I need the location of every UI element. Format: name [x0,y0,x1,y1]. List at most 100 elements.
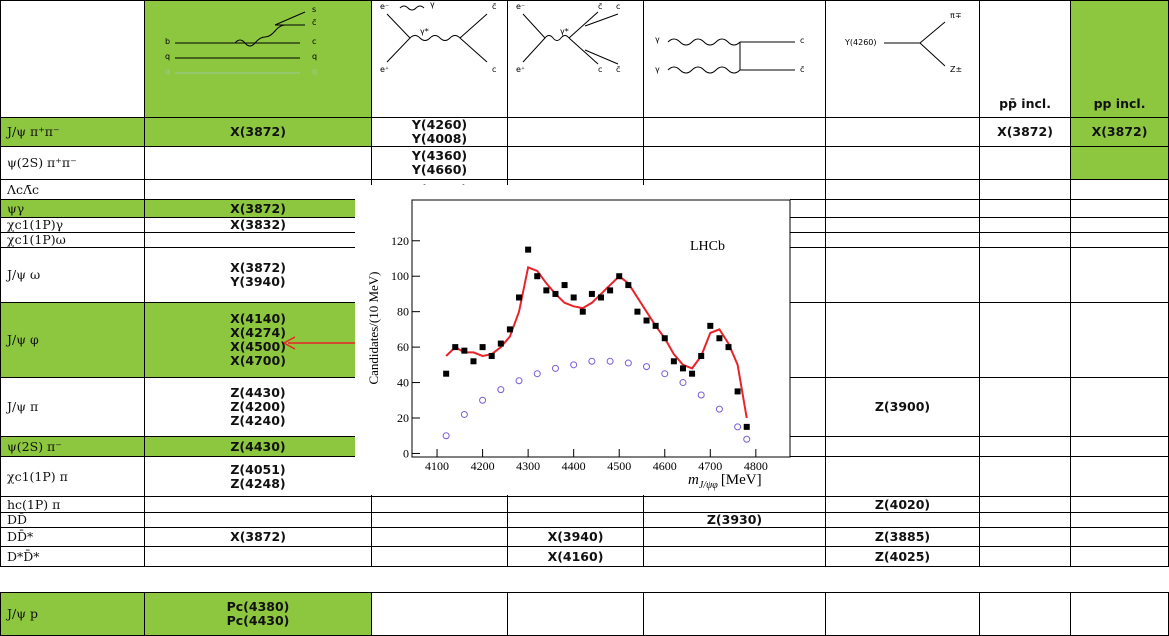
row-label-text: J/ψ p [7,607,38,621]
header-cell: pp̄ incl. [980,0,1071,118]
table-cell [1071,457,1169,497]
table-cell [508,303,644,378]
table-cell [644,147,826,180]
table-cell [826,457,980,497]
row-label: J/ψ φ [0,303,145,378]
state: Z(3930) [707,513,762,527]
table-cell [644,118,826,147]
table-cell: Z(3930) [644,513,826,528]
table-cell [1071,497,1169,513]
table-cell [372,457,508,497]
state: Z(4248) [230,477,285,491]
table-cell [644,218,826,233]
table-cell [1071,592,1169,636]
table-cell: X(3872)Y(3940) [145,248,372,303]
table-cell: Pc(4380)Pc(4430) [145,592,372,636]
state: Y(4660) [412,163,467,177]
table-cell [372,592,508,636]
table-cell [372,378,508,437]
row-label: ψ(2S) π⁺π⁻ [0,147,145,180]
table-cell [372,303,508,378]
table-cell [980,513,1071,528]
table-cell [1071,378,1169,437]
table-cell [372,200,508,218]
table-cell [508,513,644,528]
table-cell [980,218,1071,233]
table-cell [644,592,826,636]
table-cell [1071,147,1169,180]
table-cell [508,180,644,200]
table-cell [826,437,980,457]
table-cell [508,497,644,513]
table-cell [508,437,644,457]
table-cell: Z(4025) [826,547,980,567]
table-cell [980,147,1071,180]
row-label: ψγ [0,200,145,218]
state: Pc(4430) [227,614,290,628]
table-cell [508,378,644,437]
table-cell [980,592,1071,636]
table-cell [980,233,1071,248]
table-cell [508,200,644,218]
header-cell [372,0,508,118]
row-label: χc1(1P)ω [0,233,145,248]
header-cell [145,0,372,118]
table-cell [372,248,508,303]
slide: pp̄ incl.pp incl.J/ψ π⁺π⁻X(3872)Y(4260)Y… [0,0,1169,636]
row-label-text: DD̄ [7,513,27,527]
state: Z(4051) [230,463,285,477]
table-cell [508,592,644,636]
table-cell: Y(4360)Y(4660) [372,147,508,180]
row-label: J/ψ p [0,592,145,636]
table-cell [508,457,644,497]
row-label-text: χc1(1P)γ [7,218,63,232]
table-cell [826,147,980,180]
state: Z(4200) [230,400,285,414]
state: Z(4025) [875,550,930,564]
table-cell [372,497,508,513]
table-cell: Y(4630) [372,180,508,200]
table-cell: X(4140)X(4274)X(4500)X(4700) [145,303,372,378]
table-cell [508,218,644,233]
table-cell [826,180,980,200]
table-cell: Y(4260)Y(4008) [372,118,508,147]
table-cell [372,218,508,233]
state: Z(4430) [230,440,285,454]
header-cell [826,0,980,118]
table-cell [145,513,372,528]
row-label: J/ψ π [0,378,145,437]
table-cell [980,437,1071,457]
table-cell [826,218,980,233]
table-cell: Z(3900) [826,378,980,437]
state: X(3872) [230,261,286,275]
row-label: J/ψ π⁺π⁻ [0,118,145,147]
table-cell: Z(4430)Z(4200)Z(4240) [145,378,372,437]
table-cell [826,513,980,528]
table-cell: X(3872) [1071,118,1169,147]
state: Y(3940) [230,275,285,289]
column-header: pp̄ incl. [999,97,1051,111]
state: X(3872) [230,530,286,544]
table-cell [372,233,508,248]
row-label: χc1(1P) π [0,457,145,497]
state: Y(4630) [412,183,467,197]
state: X(3872) [997,125,1053,139]
state: Pc(4380) [227,600,290,614]
state: Z(4240) [230,414,285,428]
table-cell [1071,180,1169,200]
row-label: DD̄ [0,513,145,528]
table-cell [508,118,644,147]
table-cell [644,528,826,547]
state: X(3872) [230,202,286,216]
table-cell: Z(4430) [145,437,372,457]
table-cell: X(3940) [508,528,644,547]
table-cell: Z(4051)Z(4248) [145,457,372,497]
table-cell [508,233,644,248]
row-label: J/ψ ω [0,248,145,303]
row-label-text: χc1(1P)ω [7,233,66,247]
table-cell [644,248,826,303]
table-cell [644,547,826,567]
state: Z(3900) [875,400,930,414]
state: Y(4008) [412,132,467,146]
table-cell [644,457,826,497]
